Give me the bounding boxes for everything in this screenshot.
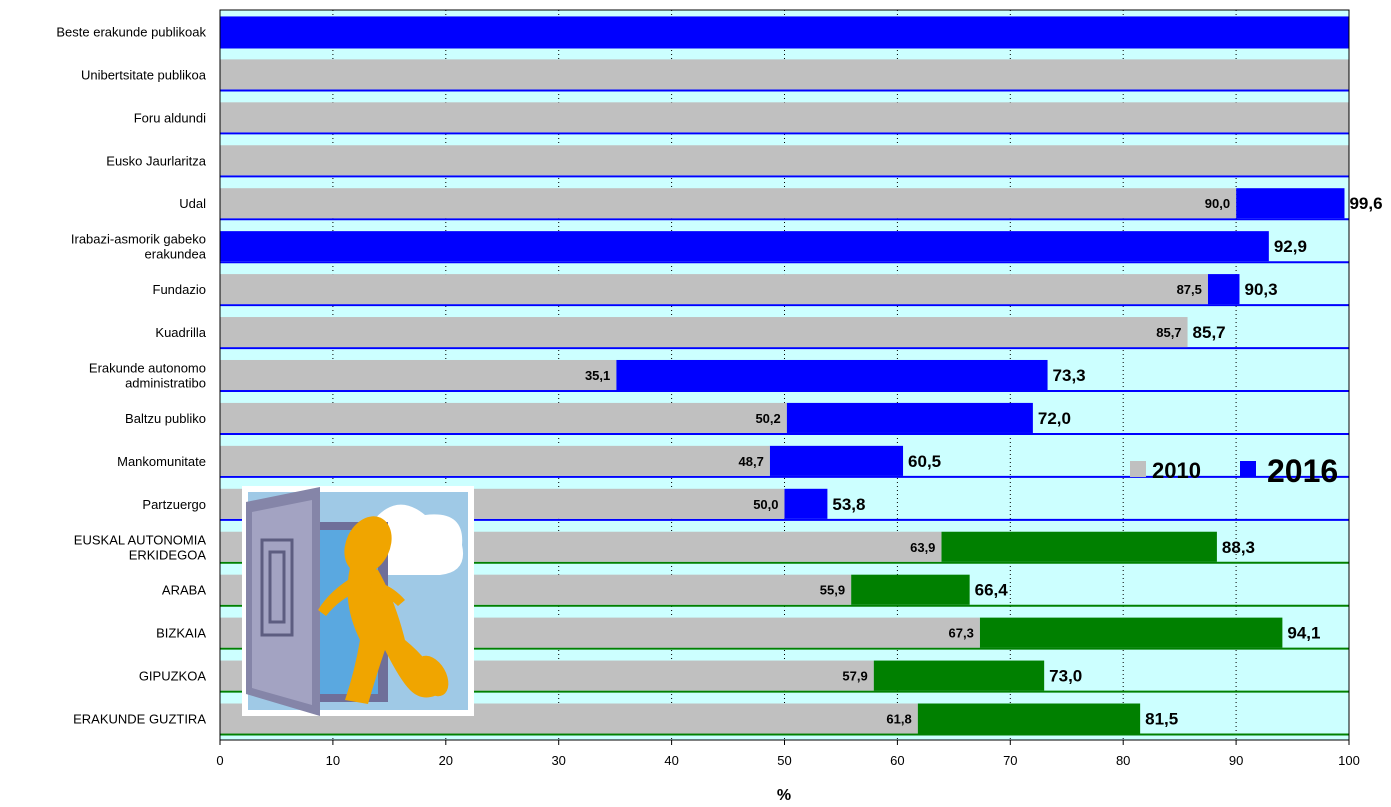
category-label-row-6-line-2: erakundea bbox=[145, 247, 207, 262]
legend-label-2016: 2016 bbox=[1267, 453, 1338, 489]
x-tick-label-80: 80 bbox=[1116, 753, 1130, 768]
category-label-row-14: ARABA bbox=[162, 583, 206, 598]
bar-2010-row-10 bbox=[220, 402, 787, 433]
value-label-2016-row-16: 73,0 bbox=[1049, 667, 1082, 686]
bar-2016-row-1 bbox=[220, 16, 1349, 47]
x-tick-label-60: 60 bbox=[890, 753, 904, 768]
bar-2016-row-11 bbox=[769, 445, 904, 476]
value-label-2016-row-14: 66,4 bbox=[975, 581, 1009, 600]
bar-2016-row-10 bbox=[786, 402, 1033, 433]
bar-2010-row-5 bbox=[220, 188, 1237, 219]
plot-border bbox=[219, 9, 1350, 741]
legend-swatch-2010 bbox=[1130, 461, 1146, 477]
value-label-2010-row-7: 87,5 bbox=[1177, 282, 1202, 297]
x-tick-label-0: 0 bbox=[216, 753, 223, 768]
value-label-2010-row-16: 57,9 bbox=[842, 669, 867, 684]
bar-2016-row-7 bbox=[1207, 274, 1240, 305]
value-label-2016-row-6: 92,9 bbox=[1274, 237, 1307, 256]
value-label-2010-row-10: 50,2 bbox=[755, 411, 780, 426]
bar-2016-row-5 bbox=[1236, 188, 1345, 219]
x-tick-labels: 0 10 20 30 40 50 60 70 80 90 100 bbox=[216, 753, 1359, 768]
value-label-2010-row-12: 50,0 bbox=[753, 497, 778, 512]
x-tick-label-100: 100 bbox=[1338, 753, 1360, 768]
value-label-2016-row-17: 81,5 bbox=[1145, 710, 1178, 729]
bar-2016-row-9 bbox=[616, 359, 1048, 391]
category-label-row-11: Mankomunitate bbox=[117, 454, 206, 469]
value-label-2010-row-11: 48,7 bbox=[739, 454, 764, 469]
value-label-2016-row-5: 99,6 bbox=[1349, 194, 1382, 213]
x-tick-label-70: 70 bbox=[1003, 753, 1017, 768]
category-label-row-9-line-2: administratibo bbox=[125, 376, 206, 391]
value-label-2016-row-15: 94,1 bbox=[1287, 624, 1320, 643]
category-label-row-6-line-1: Irabazi-asmorik gabeko bbox=[71, 232, 206, 247]
category-label-row-3: Foru aldundi bbox=[134, 110, 206, 125]
category-label-row-1: Beste erakunde publikoak bbox=[56, 24, 206, 39]
value-label-2016-row-9: 73,3 bbox=[1053, 366, 1086, 385]
bar-2010-row-9 bbox=[220, 359, 617, 391]
legend: 2010 2016 bbox=[1130, 453, 1338, 489]
bar-2010-row-11 bbox=[220, 445, 770, 476]
category-label-row-7: Fundazio bbox=[153, 282, 206, 297]
value-label-2016-row-8: 85,7 bbox=[1193, 323, 1226, 342]
x-tick-label-50: 50 bbox=[777, 753, 791, 768]
x-tick-label-40: 40 bbox=[664, 753, 678, 768]
category-label-row-2: Unibertsitate publikoa bbox=[81, 67, 207, 82]
value-label-2016-row-10: 72,0 bbox=[1038, 409, 1071, 428]
category-label-row-13-line-2: ERKIDEGOA bbox=[129, 547, 207, 562]
category-labels: Beste erakunde publikoak Unibertsitate pu… bbox=[56, 24, 206, 726]
value-label-2010-row-13: 63,9 bbox=[910, 540, 935, 555]
value-label-2016-row-7: 90,3 bbox=[1244, 280, 1277, 299]
bar-2010-row-4 bbox=[220, 145, 1349, 176]
category-label-row-16: GIPUZKOA bbox=[139, 669, 207, 684]
bar-2016-row-12 bbox=[784, 488, 828, 519]
x-tick-label-20: 20 bbox=[439, 753, 453, 768]
value-label-2016-row-13: 88,3 bbox=[1222, 538, 1255, 557]
bar-2016-row-17 bbox=[917, 703, 1141, 734]
bar-2010-row-3 bbox=[220, 102, 1349, 133]
category-label-row-5: Udal bbox=[179, 196, 206, 211]
bar-2016-row-15 bbox=[979, 617, 1283, 648]
value-label-2010-row-17: 61,8 bbox=[886, 712, 911, 727]
legend-label-2010: 2010 bbox=[1152, 458, 1201, 483]
value-label-2016-row-11: 60,5 bbox=[908, 452, 941, 471]
bar-2016-row-16 bbox=[873, 660, 1045, 691]
axes bbox=[219, 9, 1350, 745]
x-tick-label-90: 90 bbox=[1229, 753, 1243, 768]
x-tick-label-10: 10 bbox=[326, 753, 340, 768]
value-label-2010-row-14: 55,9 bbox=[820, 583, 845, 598]
legend-swatch-2016 bbox=[1240, 461, 1256, 477]
value-label-2010-row-8: 85,7 bbox=[1156, 325, 1181, 340]
door-character-icon bbox=[242, 486, 474, 716]
bar-2010-row-7 bbox=[220, 274, 1208, 305]
bar-2016-row-6 bbox=[220, 231, 1269, 262]
category-label-row-17: ERAKUNDE GUZTIRA bbox=[73, 712, 206, 727]
category-label-row-10: Baltzu publiko bbox=[125, 411, 206, 426]
category-label-row-8: Kuadrilla bbox=[155, 325, 206, 340]
bars: 90,0 99,6 92,9 87,5 90,3 85,7 85,7 35,1 73,3 50,2… bbox=[220, 16, 1383, 736]
x-axis-title: % bbox=[777, 787, 791, 804]
category-label-row-12: Partzuergo bbox=[142, 497, 206, 512]
category-label-row-15: BIZKAIA bbox=[156, 626, 206, 641]
category-label-row-13-line-1: EUSKAL AUTONOMIA bbox=[74, 532, 207, 547]
category-label-row-4: Eusko Jaurlaritza bbox=[106, 153, 206, 168]
bar-2010-row-2 bbox=[220, 59, 1349, 90]
value-label-2016-row-12: 53,8 bbox=[832, 495, 865, 514]
bar-2016-row-13 bbox=[941, 531, 1217, 562]
value-label-2010-row-15: 67,3 bbox=[949, 626, 974, 641]
value-label-2010-row-9: 35,1 bbox=[585, 368, 610, 383]
bar-2016-row-14 bbox=[851, 574, 970, 605]
category-label-row-9-line-1: Erakunde autonomo bbox=[89, 361, 206, 376]
bar-2010-row-8 bbox=[220, 317, 1188, 348]
value-label-2010-row-5: 90,0 bbox=[1205, 196, 1230, 211]
x-tick-label-30: 30 bbox=[551, 753, 565, 768]
